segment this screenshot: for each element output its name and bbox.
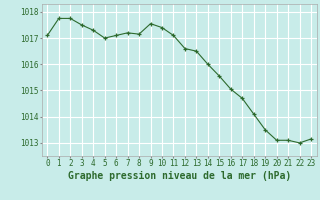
X-axis label: Graphe pression niveau de la mer (hPa): Graphe pression niveau de la mer (hPa) bbox=[68, 171, 291, 181]
